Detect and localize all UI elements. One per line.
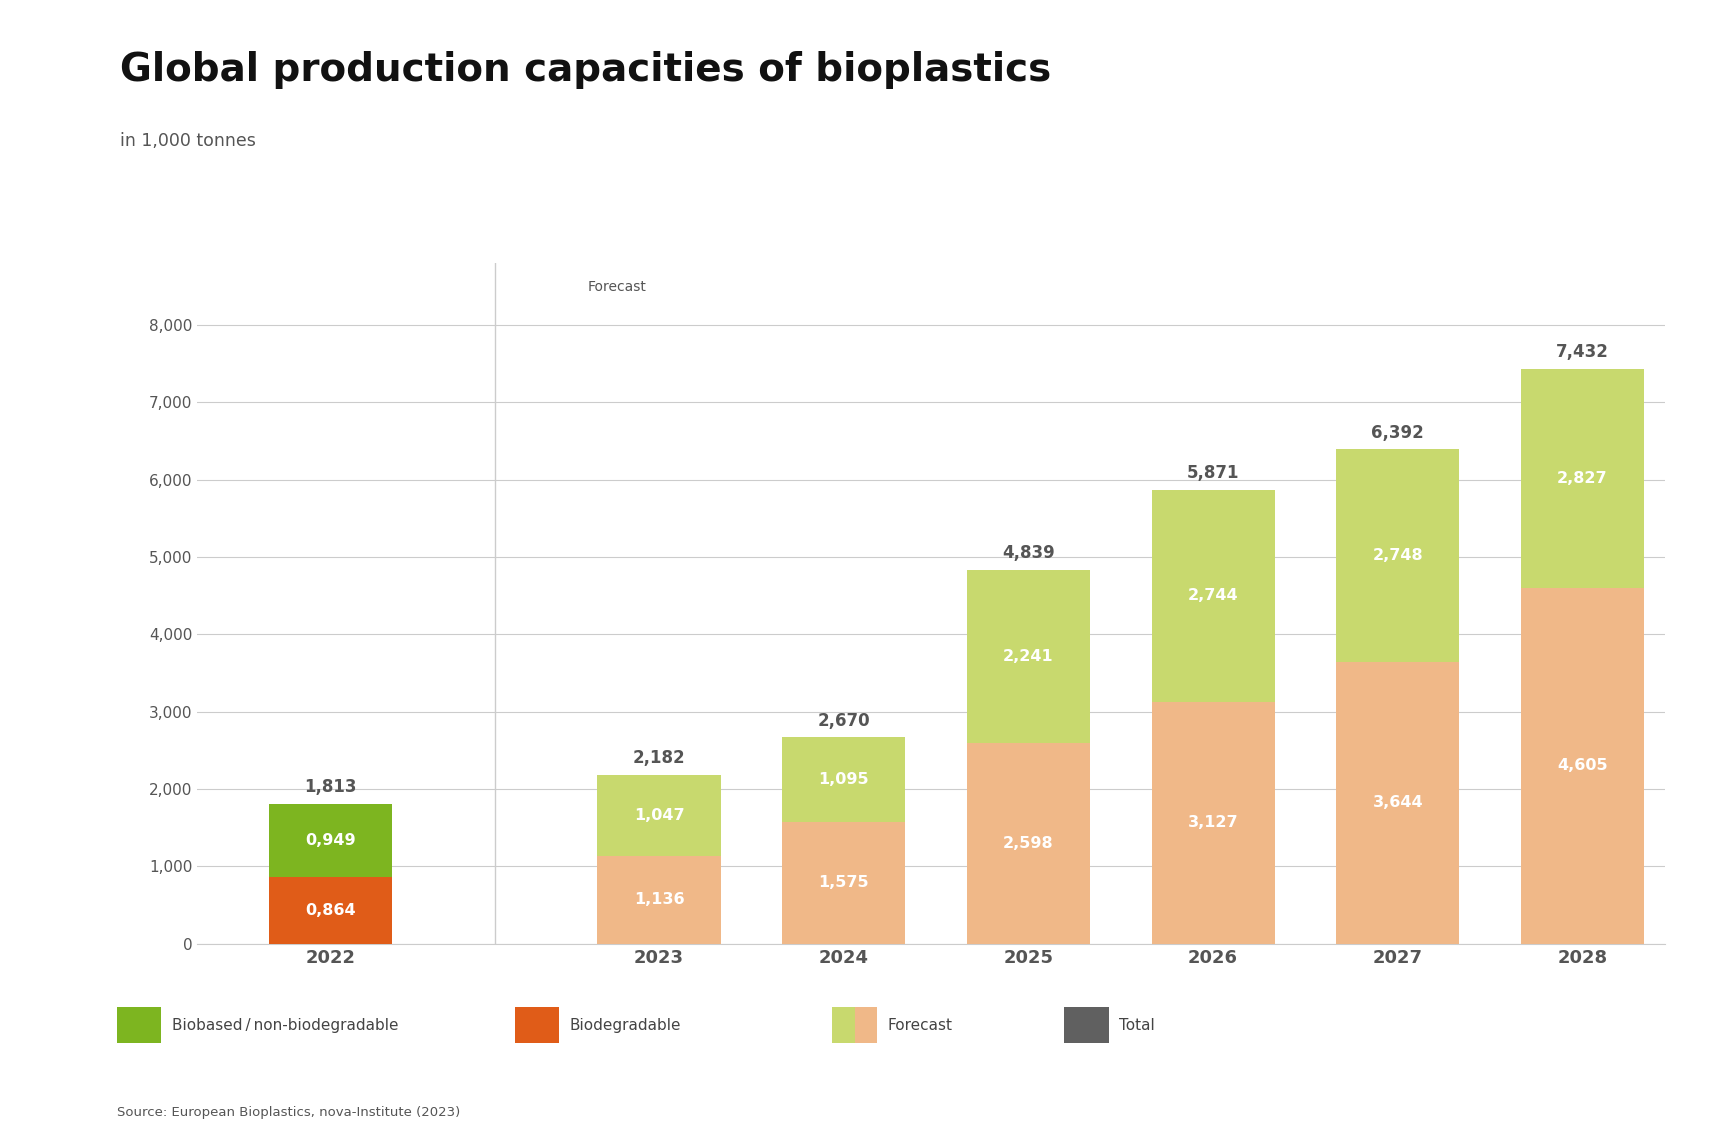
Bar — [269, 877, 393, 944]
Text: 2,748: 2,748 — [1373, 548, 1423, 563]
Text: 5,871: 5,871 — [1187, 464, 1239, 482]
Text: Global production capacities of bioplastics: Global production capacities of bioplast… — [120, 51, 1052, 89]
Text: 0,864: 0,864 — [305, 903, 355, 917]
Text: 4,605: 4,605 — [1556, 758, 1608, 773]
Text: 0,949: 0,949 — [305, 833, 355, 848]
Text: 1,095: 1,095 — [819, 772, 868, 787]
Text: 2,670: 2,670 — [817, 712, 870, 730]
Text: Forecast: Forecast — [587, 280, 647, 294]
Text: 3,644: 3,644 — [1373, 795, 1423, 810]
Text: 2,241: 2,241 — [1004, 649, 1054, 664]
Text: in 1,000 tonnes: in 1,000 tonnes — [120, 132, 256, 150]
Bar — [1520, 368, 1644, 588]
Bar — [597, 774, 721, 856]
Text: 3,127: 3,127 — [1187, 816, 1239, 831]
Text: Forecast: Forecast — [887, 1017, 952, 1033]
Text: 1,047: 1,047 — [633, 808, 685, 823]
Bar — [1151, 490, 1275, 702]
Text: 4,839: 4,839 — [1002, 543, 1055, 562]
Bar — [597, 856, 721, 944]
Bar — [782, 823, 906, 944]
Bar — [1337, 662, 1459, 944]
Bar — [782, 737, 906, 823]
Text: 1,575: 1,575 — [819, 875, 868, 890]
Text: 2,182: 2,182 — [633, 749, 685, 768]
Text: 2,598: 2,598 — [1004, 836, 1054, 851]
Bar — [966, 742, 1090, 944]
Text: 2,827: 2,827 — [1556, 471, 1608, 486]
Text: Biobased / non-biodegradable: Biobased / non-biodegradable — [172, 1017, 398, 1033]
Text: Biodegradable: Biodegradable — [570, 1017, 681, 1033]
Text: 1,136: 1,136 — [633, 892, 685, 907]
Text: 2,744: 2,744 — [1187, 588, 1239, 603]
Bar — [269, 803, 393, 877]
Text: Total: Total — [1119, 1017, 1155, 1033]
Bar — [1520, 588, 1644, 944]
Text: Source: European Bioplastics, nova-Institute (2023): Source: European Bioplastics, nova-Insti… — [117, 1106, 460, 1119]
Bar — [1337, 450, 1459, 662]
Text: 6,392: 6,392 — [1371, 423, 1424, 442]
Bar — [1151, 702, 1275, 944]
Text: 7,432: 7,432 — [1556, 343, 1610, 362]
Bar — [966, 570, 1090, 742]
Text: 1,813: 1,813 — [304, 778, 357, 796]
